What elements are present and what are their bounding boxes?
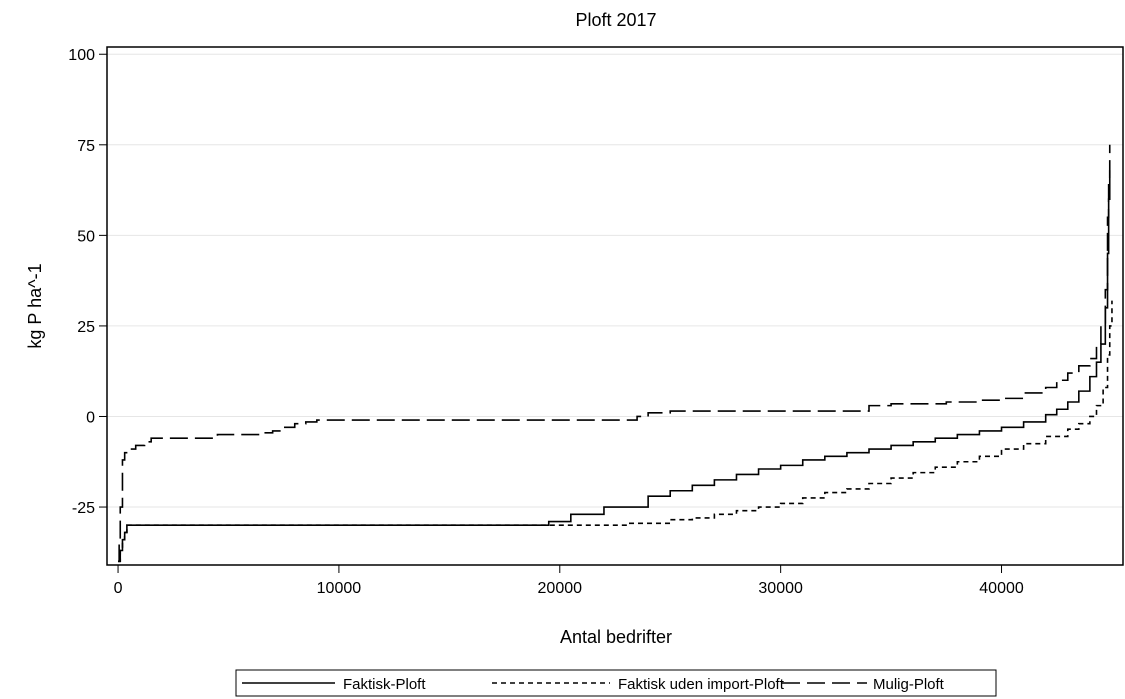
legend — [235, 669, 997, 697]
y-axis-title: kg P ha^-1 — [25, 263, 45, 348]
x-tick-label: 10000 — [317, 580, 362, 597]
x-axis-title: Antal bedrifter — [560, 627, 672, 647]
y-tick-label: 0 — [86, 409, 95, 426]
y-tick-label: -25 — [72, 500, 95, 517]
legend-label-faktisk-uden-import-ploft: Faktisk uden import-Ploft — [618, 676, 785, 693]
series-line-mulig-ploft — [118, 144, 1111, 563]
y-tick-label: 100 — [68, 47, 95, 64]
x-tick-label: 40000 — [979, 580, 1024, 597]
y-tick-label: 50 — [77, 228, 95, 245]
legend-label-faktisk-ploft: Faktisk-Ploft — [343, 676, 426, 693]
x-tick-label: 30000 — [758, 580, 803, 597]
x-tick-label: 20000 — [538, 580, 583, 597]
chart-title: Ploft 2017 — [575, 10, 656, 30]
x-tick-label: 0 — [114, 580, 123, 597]
y-tick-label: 75 — [77, 138, 95, 155]
plot-frame — [106, 46, 1124, 566]
y-tick-label: 25 — [77, 319, 95, 336]
series-line-faktisk-uden-import-ploft — [118, 300, 1113, 563]
legend-label-mulig-ploft: Mulig-Ploft — [873, 676, 945, 693]
series-line-faktisk-ploft — [118, 170, 1111, 563]
